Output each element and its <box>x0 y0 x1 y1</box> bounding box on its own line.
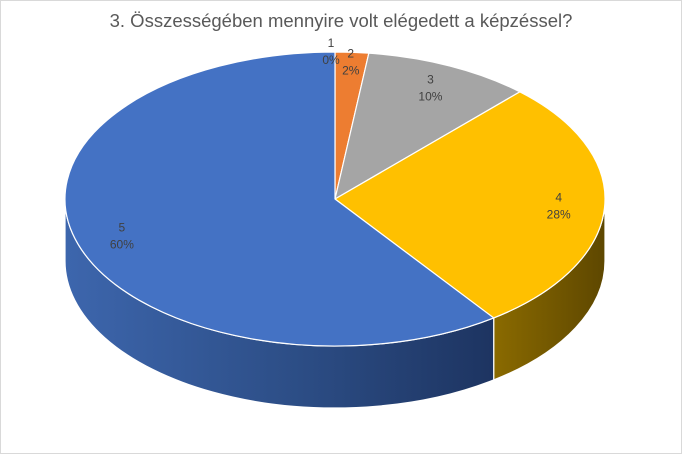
data-label-value-2: 2% <box>342 64 360 78</box>
data-label-value-1: 0% <box>322 53 340 67</box>
chart-title: 3. Összességében mennyire volt elégedett… <box>109 10 573 31</box>
pie-slice-5 <box>64 51 495 347</box>
data-label-category-2: 2 <box>347 47 354 61</box>
data-label-value-3: 10% <box>418 90 442 104</box>
data-label-category-1: 1 <box>328 36 335 50</box>
data-label-category-4: 4 <box>555 191 562 205</box>
data-label-category-3: 3 <box>427 73 434 87</box>
pie-slice-4 <box>334 91 606 319</box>
data-label-value-5: 60% <box>110 238 134 252</box>
pie-slice-3 <box>334 52 521 200</box>
data-label-value-4: 28% <box>547 208 571 222</box>
data-label-category-5: 5 <box>119 221 126 235</box>
